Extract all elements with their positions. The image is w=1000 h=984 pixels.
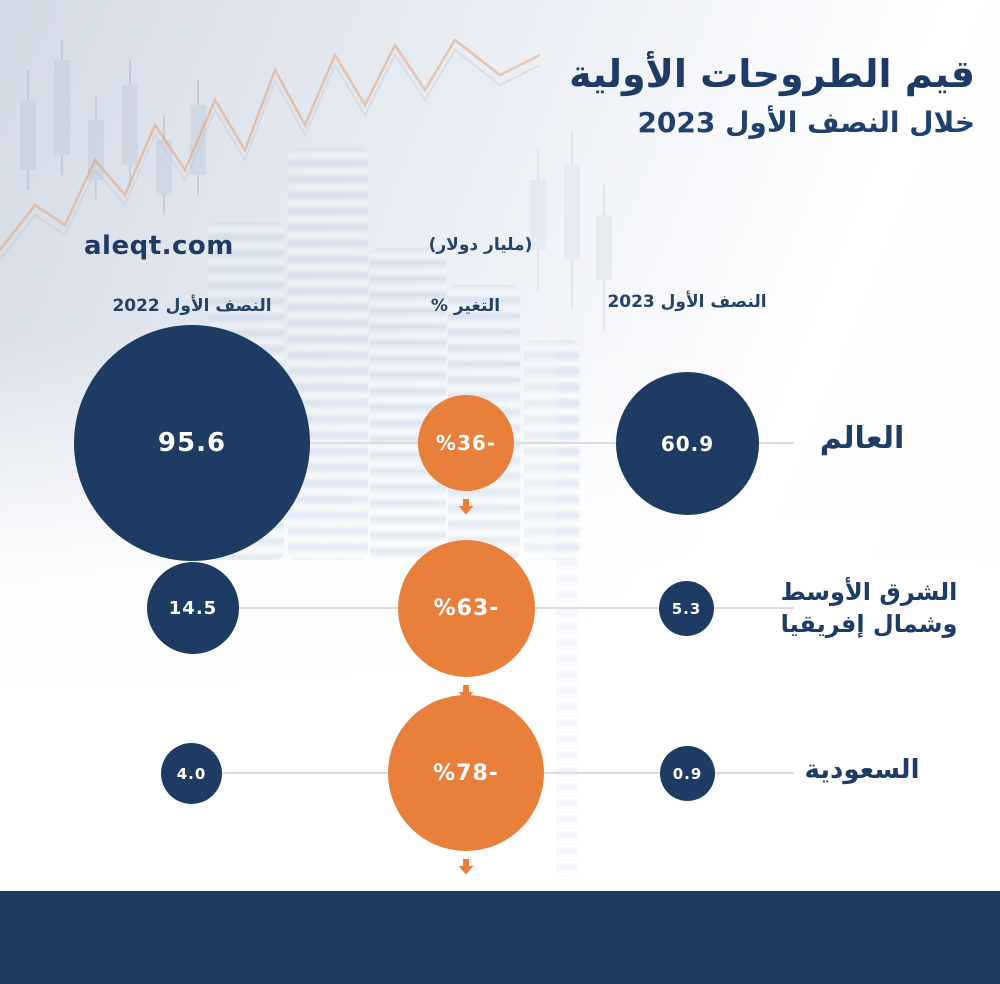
down-arrow-icon: [458, 859, 474, 875]
bubble-saudi-change: %78-: [388, 695, 544, 851]
bubble-value: 0.9: [672, 764, 703, 783]
bubble-mena-2022: 14.5: [147, 562, 239, 654]
coin-stack: [524, 340, 580, 560]
bubble-mena-change: %63-: [398, 540, 535, 677]
down-arrow-icon: [458, 685, 474, 701]
bubble-world-2023: 60.9: [616, 372, 759, 515]
coin-stack: [288, 148, 368, 560]
page-title-line1: قيم الطروحات الأولية: [569, 52, 975, 96]
unit-label: (مليار دولار): [428, 235, 533, 255]
bubble-value: %78-: [433, 760, 499, 786]
bubble-value: 95.6: [157, 428, 227, 458]
page-title: قيم الطروحات الأولية خلال النصف الأول 20…: [569, 52, 975, 139]
row-label-world: العالم: [772, 421, 952, 456]
coin-stack: [370, 248, 446, 560]
row-label-saudi: السعودية: [772, 755, 952, 785]
row-label-mena: الشرق الأوسط وشمال إفريقيا: [770, 576, 968, 640]
row-label-text2: وشمال إفريقيا: [780, 610, 958, 638]
bubble-value: 4.0: [176, 764, 207, 783]
row-label-text: الشرق الأوسط: [780, 578, 958, 606]
column-header-2023: النصف الأول 2023: [607, 292, 767, 312]
column-header-change: التغير %: [430, 296, 501, 316]
down-arrow-icon: [458, 499, 474, 515]
bubble-value: 14.5: [168, 597, 218, 619]
bubble-saudi-2022: 4.0: [161, 743, 222, 804]
page-title-line2: خلال النصف الأول 2023: [637, 105, 975, 139]
coin-stack: [556, 340, 578, 880]
bubble-world-change: %36-: [418, 395, 514, 491]
bubble-value: %36-: [435, 431, 497, 455]
bubble-value: 60.9: [660, 431, 715, 456]
footer-bar: ALEQTISADIAH الاقتصادية WWW.ALEQT.COM: [0, 891, 1000, 984]
bubble-value: %63-: [433, 596, 500, 621]
row-label-text: العالم: [819, 421, 905, 456]
bubble-saudi-2023: 0.9: [660, 746, 715, 801]
column-header-2022: النصف الأول 2022: [112, 296, 272, 316]
site-url-text: aleqt.com: [84, 231, 234, 261]
bubble-mena-2023: 5.3: [659, 581, 714, 636]
bubble-world-2022: 95.6: [74, 325, 310, 561]
background-market-chart: [0, 38, 612, 330]
row-label-text: السعودية: [804, 755, 920, 785]
bubble-value: 5.3: [671, 599, 702, 618]
